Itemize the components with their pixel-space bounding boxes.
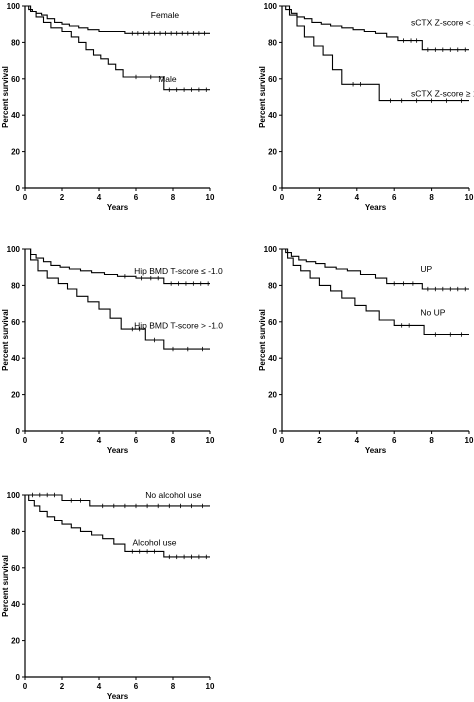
x-tick-label: 4: [97, 193, 102, 202]
series-label-2: No UP: [420, 308, 445, 318]
x-tick-label: 8: [171, 193, 176, 202]
survival-curve-2: [282, 5, 469, 102]
x-tick-label: 2: [60, 436, 65, 445]
y-tick-label: 40: [268, 111, 277, 120]
y-tick-label: 60: [268, 75, 277, 84]
x-tick-label: 10: [206, 436, 215, 445]
survival-curve-2: [25, 494, 210, 558]
chart-panel-4: 0 20 40 60 80 100 0 2 4 6 8 10 Years Percent survival…: [258, 245, 474, 455]
y-tick-label: 40: [268, 354, 277, 363]
y-tick-label: 60: [11, 75, 20, 84]
x-tick-label: 8: [171, 682, 176, 691]
series-label-2: Male: [158, 74, 177, 84]
chart-panel-3: 0 20 40 60 80 100 0 2 4 6 8 10 Years Percent survival…: [1, 245, 223, 455]
y-tick-label: 80: [11, 527, 20, 536]
y-tick-label: 100: [7, 2, 21, 11]
x-tick-label: 8: [429, 436, 434, 445]
x-tick-label: 0: [23, 193, 28, 202]
x-tick-label: 2: [317, 436, 322, 445]
x-tick-label: 6: [134, 436, 139, 445]
y-tick-label: 0: [16, 673, 21, 682]
x-tick-label: 6: [134, 682, 139, 691]
y-tick-label: 60: [268, 318, 277, 327]
x-tick-label: 10: [206, 682, 215, 691]
x-tick-label: 8: [171, 436, 176, 445]
chart-panel-1: 0 20 40 60 80 100 0 2 4 6 8 10 Years Percent survival…: [1, 2, 215, 212]
survival-curve-1: [282, 5, 469, 51]
x-tick-label: 10: [465, 436, 474, 445]
survival-curve-1: [25, 248, 210, 285]
survival-curve-2: [25, 248, 210, 350]
x-tick-label: 6: [392, 436, 397, 445]
x-tick-label: 4: [97, 682, 102, 691]
y-axis-title: Percent survival: [258, 66, 267, 128]
y-tick-label: 20: [11, 391, 20, 400]
x-tick-label: 4: [355, 193, 360, 202]
x-tick-label: 6: [392, 193, 397, 202]
y-axis-title: Percent survival: [1, 555, 10, 617]
y-tick-label: 60: [11, 318, 20, 327]
x-tick-label: 0: [23, 436, 28, 445]
series-label-2: Hip BMD T-score > -1.0: [134, 320, 223, 330]
chart-panel-2: 0 20 40 60 80 100 0 2 4 6 8 10 Years Percent survival…: [258, 2, 474, 212]
chart-panel-5: 0 20 40 60 80 100 0 2 4 6 8 10 Years Percent survival…: [1, 490, 215, 701]
x-tick-label: 0: [23, 682, 28, 691]
x-tick-label: 10: [206, 193, 215, 202]
series-label-1: Female: [151, 10, 180, 20]
x-tick-label: 2: [60, 682, 65, 691]
y-tick-label: 100: [264, 2, 278, 11]
x-tick-label: 0: [280, 193, 285, 202]
y-tick-label: 20: [11, 148, 20, 157]
y-tick-label: 20: [268, 391, 277, 400]
series-label-2: sCTX Z-score ≥ 1.0: [411, 88, 474, 98]
y-tick-label: 0: [273, 427, 278, 436]
x-tick-label: 2: [317, 193, 322, 202]
y-tick-label: 100: [7, 245, 21, 254]
series-label-1: No alcohol use: [145, 490, 202, 500]
x-tick-label: 10: [465, 193, 474, 202]
x-tick-label: 4: [97, 436, 102, 445]
y-tick-label: 60: [11, 564, 20, 573]
series-label-1: UP: [420, 264, 432, 274]
survival-curve-1: [25, 5, 210, 34]
y-tick-label: 100: [264, 245, 278, 254]
y-axis-title: Percent survival: [1, 66, 10, 128]
x-tick-label: 8: [429, 193, 434, 202]
y-tick-label: 0: [16, 427, 21, 436]
series-label-1: sCTX Z-score < 1.0: [411, 17, 474, 27]
y-tick-label: 0: [273, 184, 278, 193]
series-label-2: Alcohol use: [133, 537, 177, 547]
y-tick-label: 40: [11, 600, 20, 609]
x-axis-title: Years: [107, 203, 129, 212]
series-label-1: Hip BMD T-score ≤ -1.0: [134, 266, 223, 276]
x-axis-title: Years: [107, 446, 129, 455]
survival-curve-1: [25, 494, 210, 507]
y-tick-label: 80: [268, 38, 277, 47]
y-tick-label: 40: [11, 111, 20, 120]
survival-curve-2: [282, 248, 469, 336]
x-axis-title: Years: [365, 203, 387, 212]
x-axis-title: Years: [365, 446, 387, 455]
y-axis-title: Percent survival: [258, 309, 267, 371]
y-tick-label: 20: [268, 148, 277, 157]
y-tick-label: 80: [11, 281, 20, 290]
x-tick-label: 0: [280, 436, 285, 445]
y-tick-label: 20: [11, 637, 20, 646]
survival-curve-1: [282, 248, 469, 290]
y-tick-label: 40: [11, 354, 20, 363]
x-tick-label: 6: [134, 193, 139, 202]
y-tick-label: 100: [7, 491, 21, 500]
survival-curve-2: [25, 5, 210, 91]
y-tick-label: 80: [11, 38, 20, 47]
y-tick-label: 0: [16, 184, 21, 193]
x-tick-label: 2: [60, 193, 65, 202]
x-axis-title: Years: [107, 692, 129, 701]
x-tick-label: 4: [355, 436, 360, 445]
y-tick-label: 80: [268, 281, 277, 290]
y-axis-title: Percent survival: [1, 309, 10, 371]
